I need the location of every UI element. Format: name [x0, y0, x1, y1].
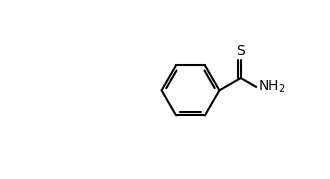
Text: S: S: [236, 44, 245, 58]
Text: NH$_2$: NH$_2$: [258, 79, 285, 95]
